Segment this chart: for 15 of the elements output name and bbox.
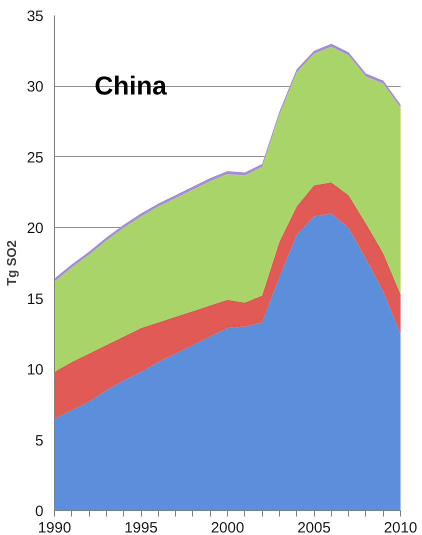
x-tick-label: 2005 (297, 520, 331, 535)
x-tick-label: 2010 (384, 520, 418, 535)
y-tick-label: 30 (26, 78, 44, 96)
x-tick-label: 1990 (38, 520, 72, 535)
text: China (94, 70, 168, 100)
y-tick-label: 10 (26, 362, 44, 379)
y-tick-label: 25 (26, 149, 44, 166)
y-axis-title: Tg SO2 (4, 240, 19, 286)
x-tick-label: 2000 (210, 520, 244, 535)
x-tick-label: 1995 (124, 520, 158, 535)
y-tick-label: 15 (26, 290, 44, 308)
y-tick-label: 20 (26, 220, 44, 238)
y-tick-label: 5 (35, 432, 44, 450)
y-tick-label: 0 (35, 503, 44, 520)
y-tick-label: 35 (26, 8, 44, 25)
